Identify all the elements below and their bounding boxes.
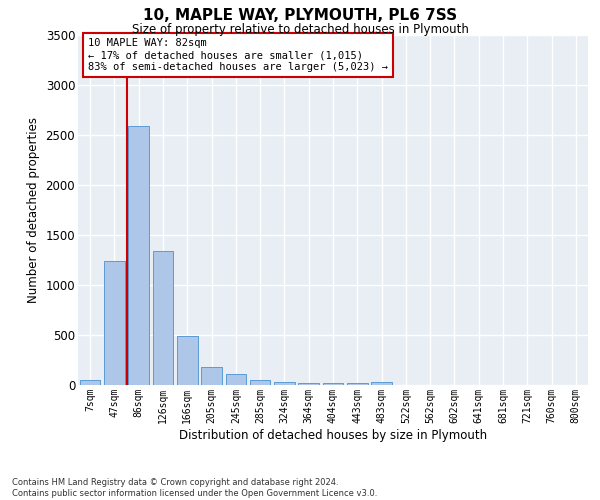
X-axis label: Distribution of detached houses by size in Plymouth: Distribution of detached houses by size …	[179, 428, 487, 442]
Bar	[128, 126, 149, 385]
Bar	[177, 336, 197, 385]
Bar	[201, 366, 222, 385]
Text: 10 MAPLE WAY: 82sqm
← 17% of detached houses are smaller (1,015)
83% of semi-det: 10 MAPLE WAY: 82sqm ← 17% of detached ho…	[88, 38, 388, 72]
Y-axis label: Number of detached properties: Number of detached properties	[27, 117, 40, 303]
Text: Size of property relative to detached houses in Plymouth: Size of property relative to detached ho…	[131, 22, 469, 36]
Text: 10, MAPLE WAY, PLYMOUTH, PL6 7SS: 10, MAPLE WAY, PLYMOUTH, PL6 7SS	[143, 8, 457, 22]
Bar	[274, 382, 295, 385]
Bar	[80, 380, 100, 385]
Bar	[250, 380, 271, 385]
Bar	[226, 374, 246, 385]
Bar	[371, 382, 392, 385]
Bar	[104, 261, 125, 385]
Bar	[152, 251, 173, 385]
Text: Contains HM Land Registry data © Crown copyright and database right 2024.
Contai: Contains HM Land Registry data © Crown c…	[12, 478, 377, 498]
Bar	[298, 382, 319, 385]
Bar	[323, 382, 343, 385]
Bar	[347, 382, 368, 385]
